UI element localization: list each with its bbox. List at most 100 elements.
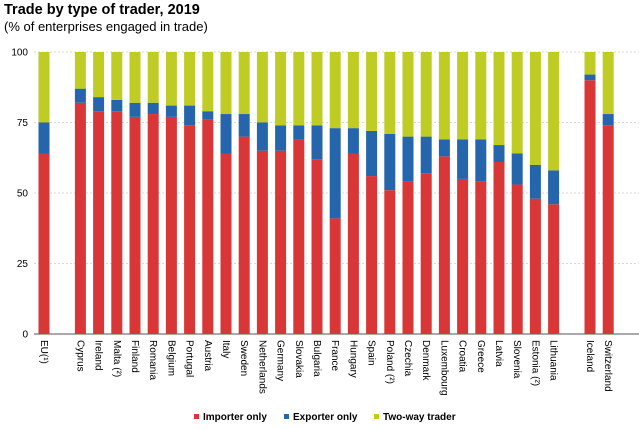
- x-tick-label: Greece: [475, 340, 486, 373]
- x-axis: EU(¹) Cyprus Ireland Malta (²) Finland Romani…: [38, 340, 639, 396]
- legend-swatch: [374, 414, 379, 419]
- bar-segment: [475, 139, 487, 182]
- bar-segment: [93, 111, 105, 334]
- legend: Importer only Exporter only Two-way trader: [194, 412, 456, 423]
- bar-segment: [347, 128, 359, 154]
- bar-segment: [293, 139, 305, 334]
- bar-segment: [438, 156, 450, 334]
- bar-segment: [329, 218, 341, 334]
- x-tick-label: Czechia: [402, 340, 413, 377]
- x-tick-label: France: [329, 340, 340, 372]
- bar-segment: [602, 125, 614, 334]
- legend-swatch: [284, 414, 289, 419]
- bar-segment: [511, 153, 523, 185]
- bar-segment: [111, 111, 123, 334]
- bar-segment: [548, 170, 560, 205]
- bar-segment: [293, 52, 305, 126]
- x-tick-label: Bulgaria: [311, 340, 322, 377]
- x-tick-label: EU(¹): [38, 340, 49, 364]
- bar-segment: [220, 114, 232, 154]
- bar-segment: [147, 102, 159, 115]
- bar-segment: [402, 52, 414, 137]
- bar-segment: [548, 52, 560, 171]
- bar-segment: [165, 116, 177, 334]
- bar-segment: [184, 125, 196, 334]
- y-tick-label: 25: [17, 259, 29, 270]
- x-tick-label: Sweden: [238, 340, 249, 376]
- bar-segment: [475, 181, 487, 334]
- x-tick-label: Luxembourg: [438, 340, 449, 396]
- bar-segment: [111, 99, 123, 112]
- bar-segment: [38, 52, 50, 123]
- x-tick-label: Netherlands: [256, 340, 267, 394]
- bar-segment: [275, 125, 287, 151]
- bar-segment: [347, 153, 359, 334]
- x-tick-label: Hungary: [347, 340, 358, 378]
- x-tick-label: Romania: [147, 340, 158, 380]
- y-axis: 0 25 50 75 100: [11, 48, 28, 341]
- bar-segment: [74, 52, 86, 89]
- bar-segment: [165, 105, 177, 117]
- bar-segment: [529, 198, 541, 334]
- bar-segment: [93, 52, 105, 98]
- bar-segment: [347, 52, 359, 129]
- x-tick-label: Malta (²): [111, 340, 122, 377]
- bar-segment: [529, 52, 541, 165]
- bar-segment: [420, 173, 432, 334]
- x-tick-label: Belgium: [165, 340, 176, 376]
- x-tick-label: Ireland: [93, 340, 104, 371]
- x-tick-label: Switzerland: [602, 340, 613, 392]
- bar-segment: [311, 125, 323, 160]
- bar-segment: [548, 204, 560, 334]
- bar-segment: [184, 105, 196, 126]
- bar-segment: [275, 150, 287, 334]
- bar-segment: [256, 122, 268, 151]
- y-tick-label: 75: [17, 118, 29, 129]
- y-tick-label: 100: [11, 48, 28, 59]
- bar-segment: [93, 97, 105, 112]
- bar-segment: [329, 52, 341, 129]
- x-tick-label: Slovakia: [293, 340, 304, 378]
- bar-segment: [402, 181, 414, 334]
- bar-segment: [111, 52, 123, 100]
- bar-segment: [584, 80, 596, 334]
- bar-segment: [202, 119, 214, 335]
- x-tick-label: Iceland: [584, 340, 595, 372]
- x-tick-label: Poland (²): [384, 340, 395, 384]
- bar-segment: [493, 145, 505, 162]
- bar-segment: [311, 159, 323, 334]
- legend-label: Exporter only: [293, 412, 358, 423]
- x-tick-label: Croatia: [457, 340, 468, 373]
- legend-swatch: [194, 414, 199, 419]
- bar-segment: [457, 139, 469, 179]
- bar-segment: [238, 52, 250, 115]
- x-tick-label: Austria: [202, 340, 213, 372]
- bar-segment: [147, 52, 159, 103]
- bar-segment: [202, 52, 214, 112]
- bar-segment: [293, 125, 305, 140]
- bar-segment: [457, 178, 469, 334]
- bar-segment: [238, 114, 250, 137]
- bar-segment: [584, 52, 596, 75]
- x-tick-label: Germany: [275, 340, 286, 381]
- chart-subtitle: (% of enterprises engaged in trade): [4, 19, 208, 34]
- bar-segment: [256, 52, 268, 123]
- x-tick-label: Slovenia: [511, 340, 522, 379]
- bar-segment: [438, 139, 450, 157]
- x-tick-label: Estonia (²): [529, 340, 540, 386]
- bar-segment: [366, 52, 378, 131]
- bar-segment: [238, 136, 250, 334]
- bar-segment: [220, 153, 232, 334]
- bar-segment: [493, 161, 505, 334]
- bar-segment: [256, 150, 268, 334]
- x-tick-label: Lithuania: [548, 340, 559, 381]
- bar-segment: [420, 52, 432, 137]
- bar-segment: [384, 52, 396, 134]
- bar-segment: [384, 190, 396, 334]
- bar-segment: [275, 52, 287, 126]
- bar-segment: [493, 52, 505, 146]
- bar-segment: [165, 52, 177, 106]
- x-tick-label: Cyprus: [74, 340, 85, 372]
- bar-segment: [602, 114, 614, 126]
- bar-segment: [129, 116, 141, 334]
